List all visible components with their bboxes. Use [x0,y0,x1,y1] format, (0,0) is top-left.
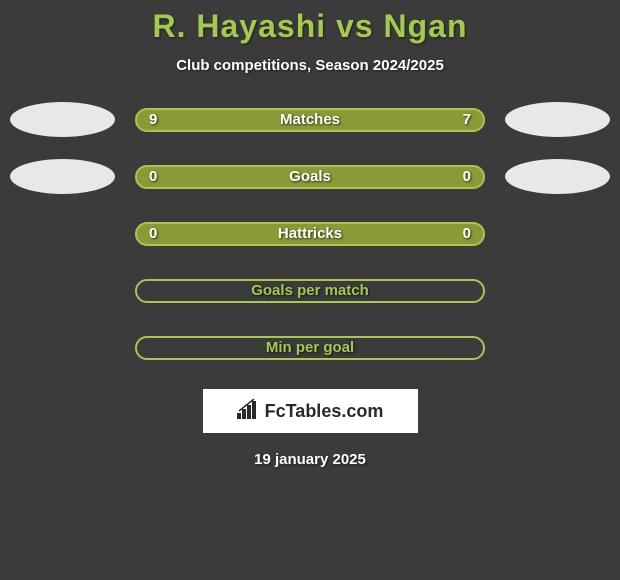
player-left-ellipse [10,159,115,194]
stat-label: Matches [280,111,340,128]
stat-row: Goals per match [4,273,616,308]
stat-label: Goals [289,168,331,185]
stat-value-right: 7 [463,111,471,128]
stats-container: 9 Matches 7 0 Goals 0 0 Hattricks 0 Goals per mat… [4,102,616,387]
chart-icon [237,399,259,424]
stat-bar: Min per goal [135,336,485,360]
spacer [505,273,610,308]
logo-box: FcTables.com [203,389,418,433]
stat-value-left: 9 [149,111,157,128]
page-title: R. Hayashi vs Ngan [153,8,468,45]
player-left-ellipse [10,102,115,137]
comparison-infographic: R. Hayashi vs Ngan Club competitions, Se… [0,0,620,580]
stat-row: 0 Goals 0 [4,159,616,194]
spacer [10,330,115,365]
logo-text: FcTables.com [265,401,384,422]
stat-row: 0 Hattricks 0 [4,216,616,251]
stat-bar: 0 Hattricks 0 [135,222,485,246]
stat-label: Hattricks [278,225,342,242]
stat-bar: 9 Matches 7 [135,108,485,132]
stat-value-right: 0 [463,225,471,242]
date-text: 19 january 2025 [254,451,366,468]
stat-value-left: 0 [149,168,157,185]
stat-row: Min per goal [4,330,616,365]
stat-row: 9 Matches 7 [4,102,616,137]
stat-bar: Goals per match [135,279,485,303]
stat-bar: 0 Goals 0 [135,165,485,189]
stat-value-right: 0 [463,168,471,185]
spacer [10,216,115,251]
stat-value-left: 0 [149,225,157,242]
stat-label: Goals per match [251,282,369,299]
player-right-ellipse [505,102,610,137]
spacer [505,330,610,365]
player-right-ellipse [505,159,610,194]
spacer [505,216,610,251]
spacer [10,273,115,308]
stat-label: Min per goal [266,339,354,356]
subtitle: Club competitions, Season 2024/2025 [176,57,444,74]
